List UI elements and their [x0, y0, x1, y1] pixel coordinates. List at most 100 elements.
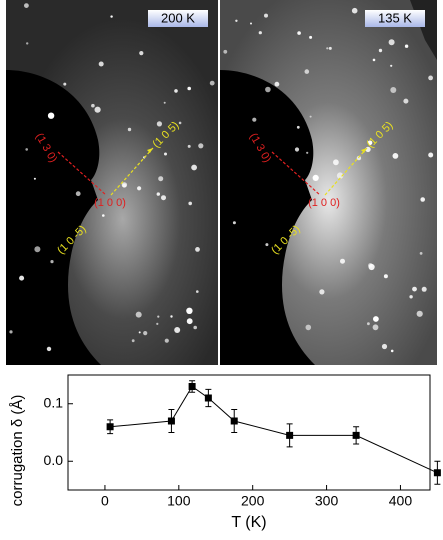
diffraction-spot — [409, 295, 413, 299]
diffraction-spot — [373, 316, 379, 322]
data-point — [167, 417, 175, 425]
data-point — [204, 394, 212, 402]
diffraction-spot — [404, 44, 409, 48]
shadow-region — [6, 180, 101, 365]
diffraction-spot — [121, 182, 128, 188]
miller-index-label: (1 0 0) — [94, 197, 126, 209]
diffraction-spot — [156, 121, 162, 127]
diffraction-spot — [319, 289, 325, 295]
diffraction-spot — [135, 311, 142, 318]
x-tick-label: 300 — [315, 493, 339, 509]
diffraction-spot — [161, 195, 166, 201]
direction-line — [324, 147, 368, 196]
diffraction-spot — [419, 252, 423, 255]
diffraction-spot — [157, 315, 160, 318]
data-point — [106, 423, 114, 431]
diffraction-spot — [309, 115, 312, 118]
diffraction-spot — [188, 201, 192, 206]
diffraction-spot — [50, 260, 54, 264]
diffraction-spot — [156, 192, 160, 196]
diffraction-spot — [193, 325, 197, 330]
data-point — [352, 431, 360, 439]
diffraction-spot — [174, 327, 181, 333]
diffraction-spot — [383, 274, 388, 279]
data-line — [110, 385, 438, 474]
shadow-region — [220, 70, 314, 180]
diffraction-spot — [305, 324, 312, 331]
diffraction-spot — [274, 81, 280, 87]
diffraction-spot — [24, 3, 29, 8]
diffraction-spot — [351, 7, 358, 14]
arrow-head — [361, 148, 367, 153]
diffraction-spot — [75, 191, 81, 197]
diffraction-spot — [196, 290, 199, 293]
diffraction-spot — [420, 197, 425, 202]
diffraction-spot — [178, 121, 182, 125]
diffraction-spot — [198, 143, 204, 149]
diffraction-spot — [235, 19, 238, 22]
direction-line — [110, 147, 154, 196]
diffraction-spot — [367, 322, 370, 326]
arrow-head — [147, 148, 153, 153]
x-tick-label: 0 — [101, 493, 109, 509]
diffraction-spot — [33, 177, 36, 180]
diffraction-spot — [47, 112, 55, 119]
diffraction-spot — [372, 324, 379, 331]
diffraction-spot — [137, 186, 142, 191]
data-point — [188, 383, 196, 390]
direction-line — [57, 151, 107, 196]
diffraction-spot — [63, 82, 67, 86]
diffraction-spot — [390, 349, 394, 353]
direction-line — [271, 151, 321, 196]
diffraction-spot — [416, 310, 423, 317]
diffraction-spot — [294, 147, 300, 152]
plot-frame — [67, 374, 431, 491]
diffraction-spot — [110, 15, 113, 18]
diffraction-spot — [34, 246, 41, 253]
diffraction-spot — [390, 87, 397, 93]
diffraction-spot — [340, 258, 345, 264]
diffraction-spot — [428, 75, 433, 81]
diffraction-spot — [186, 307, 193, 314]
diffraction-spot — [304, 69, 310, 74]
diffraction-spot — [191, 164, 198, 171]
diffraction-spot — [326, 47, 329, 50]
diffraction-spot — [46, 346, 52, 352]
diffraction-spot — [367, 140, 373, 146]
diffraction-spot — [312, 174, 319, 181]
diffraction-spot — [143, 331, 148, 336]
diffraction-spot — [252, 117, 257, 122]
diffraction-spot — [412, 286, 417, 292]
diffraction-spot — [258, 31, 262, 35]
diffraction-spot — [186, 318, 193, 325]
miller-index-label: (1 0 0) — [308, 197, 340, 209]
diffraction-spot — [102, 214, 105, 217]
diffraction-spot — [187, 86, 191, 91]
shadow-region — [220, 180, 315, 365]
diffraction-spot — [163, 101, 166, 104]
diffraction-spot — [403, 98, 409, 104]
diffraction-spot — [368, 263, 373, 268]
y-tick-label: 0.0 — [44, 452, 64, 468]
diffraction-spot — [309, 35, 313, 39]
temperature-tag — [148, 10, 208, 27]
data-point — [230, 417, 238, 425]
y-tick-label: 0.1 — [44, 394, 64, 410]
diffraction-spot — [378, 48, 383, 53]
diffraction-spot — [26, 42, 29, 45]
diffraction-spot — [158, 176, 164, 182]
diffraction-spot — [306, 151, 309, 154]
x-tick-label: 200 — [241, 493, 265, 509]
diffraction-spot — [195, 247, 200, 252]
diffraction-spot — [131, 339, 135, 343]
diffraction-spot — [264, 13, 268, 18]
diffraction-spot — [356, 155, 362, 161]
diffraction-spot — [372, 58, 376, 62]
diffraction-image: 135 K(1 3 0) (1 0 5)(1 0 0)(1 0 -5) — [220, 0, 437, 365]
diffraction-spot — [232, 221, 236, 225]
diffraction-spot — [174, 89, 178, 93]
temperature-label: 200 K — [161, 10, 195, 25]
diffraction-spot — [381, 343, 388, 350]
diffraction-spot — [336, 172, 344, 179]
y-axis-label: corrugation δ (Å) — [9, 395, 26, 507]
